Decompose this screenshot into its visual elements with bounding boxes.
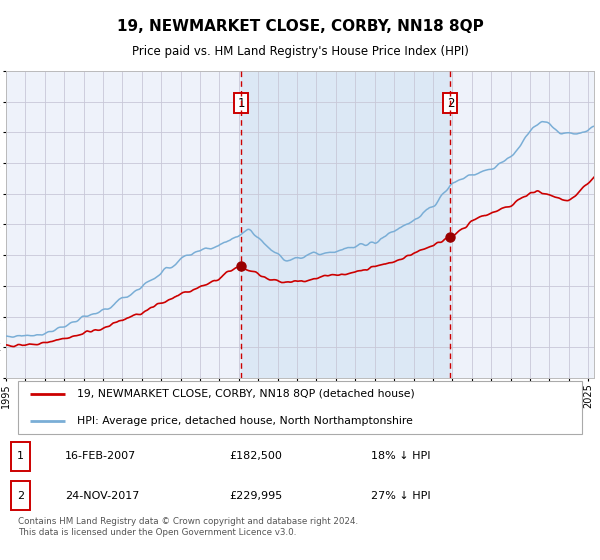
Text: 18% ↓ HPI: 18% ↓ HPI — [371, 451, 430, 461]
Text: 24-NOV-2017: 24-NOV-2017 — [65, 491, 139, 501]
Text: 1: 1 — [17, 451, 24, 461]
Bar — [241, 71, 451, 378]
Text: Price paid vs. HM Land Registry's House Price Index (HPI): Price paid vs. HM Land Registry's House … — [131, 45, 469, 58]
Text: 16-FEB-2007: 16-FEB-2007 — [65, 451, 136, 461]
FancyBboxPatch shape — [18, 381, 582, 434]
Text: 19, NEWMARKET CLOSE, CORBY, NN18 8QP: 19, NEWMARKET CLOSE, CORBY, NN18 8QP — [116, 18, 484, 34]
Text: £182,500: £182,500 — [229, 451, 283, 461]
Text: £229,995: £229,995 — [229, 491, 283, 501]
FancyBboxPatch shape — [11, 480, 30, 511]
Text: 19, NEWMARKET CLOSE, CORBY, NN18 8QP (detached house): 19, NEWMARKET CLOSE, CORBY, NN18 8QP (de… — [77, 389, 415, 399]
Text: 2: 2 — [17, 491, 24, 501]
Text: HPI: Average price, detached house, North Northamptonshire: HPI: Average price, detached house, Nort… — [77, 416, 412, 426]
FancyBboxPatch shape — [11, 441, 30, 472]
Text: Contains HM Land Registry data © Crown copyright and database right 2024.
This d: Contains HM Land Registry data © Crown c… — [18, 517, 358, 536]
Text: 27% ↓ HPI: 27% ↓ HPI — [371, 491, 430, 501]
Text: 2: 2 — [446, 97, 454, 110]
Text: 1: 1 — [238, 97, 245, 110]
